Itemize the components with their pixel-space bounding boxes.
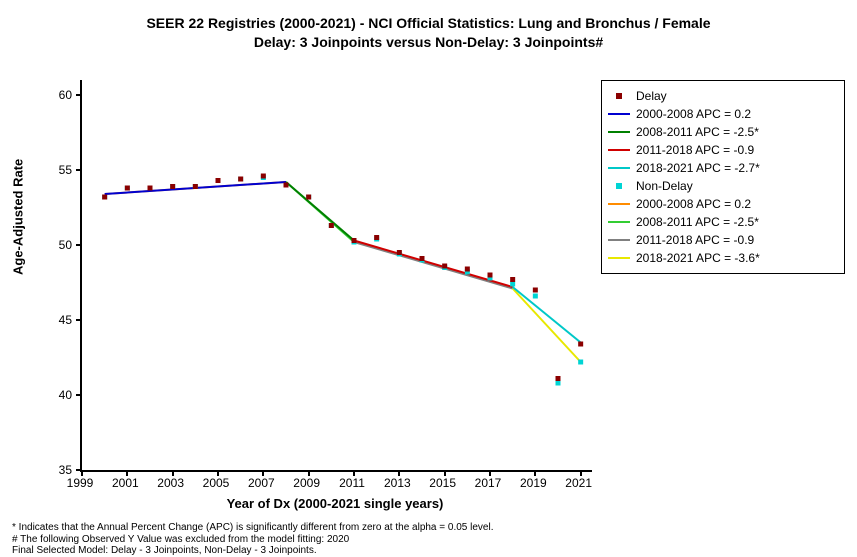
data-point — [533, 294, 538, 299]
legend-line-icon — [608, 108, 630, 120]
x-tick-label: 1999 — [67, 476, 94, 490]
trend-segment — [513, 287, 581, 343]
legend-label: 2000-2008 APC = 0.2 — [636, 197, 751, 211]
x-tick-label: 2011 — [339, 476, 365, 490]
data-point — [102, 195, 107, 200]
legend-item: 2008-2011 APC = -2.5* — [608, 123, 838, 141]
plot-svg — [82, 80, 592, 470]
legend-item: 2008-2011 APC = -2.5* — [608, 213, 838, 231]
legend-item: 2018-2021 APC = -3.6* — [608, 249, 838, 267]
footnote-line: # The following Observed Y Value was exc… — [12, 534, 493, 546]
data-point — [578, 360, 583, 365]
legend-line-icon — [608, 234, 630, 246]
footnote-line: * Indicates that the Annual Percent Chan… — [12, 522, 493, 534]
legend-item: Delay — [608, 87, 838, 105]
x-tick-label: 2009 — [293, 476, 320, 490]
y-tick-label: 50 — [22, 238, 72, 252]
trend-segment — [354, 242, 513, 289]
data-point — [374, 235, 379, 240]
footnotes: * Indicates that the Annual Percent Chan… — [12, 522, 493, 557]
legend-label: 2018-2021 APC = -2.7* — [636, 161, 760, 175]
data-point — [510, 282, 515, 287]
data-point — [578, 342, 583, 347]
data-point — [306, 195, 311, 200]
legend-label: 2008-2011 APC = -2.5* — [636, 125, 759, 139]
data-point — [193, 184, 198, 189]
footnote-line: Final Selected Model: Delay - 3 Joinpoin… — [12, 545, 493, 557]
data-point — [352, 238, 357, 243]
legend-item: 2018-2021 APC = -2.7* — [608, 159, 838, 177]
x-tick-label: 2021 — [565, 476, 592, 490]
data-point — [442, 264, 447, 269]
y-tick-label: 45 — [22, 313, 72, 327]
legend-marker-icon — [608, 90, 630, 102]
data-point — [465, 267, 470, 272]
data-point — [420, 256, 425, 261]
data-point — [261, 174, 266, 179]
legend-label: 2018-2021 APC = -3.6* — [636, 251, 760, 265]
title-line-2: Delay: 3 Joinpoints versus Non-Delay: 3 … — [254, 34, 603, 50]
legend-label: Delay — [636, 89, 667, 103]
legend-label: 2008-2011 APC = -2.5* — [636, 215, 759, 229]
legend-label: Non-Delay — [636, 179, 693, 193]
legend-line-icon — [608, 144, 630, 156]
legend-label: 2011-2018 APC = -0.9 — [636, 143, 754, 157]
data-point — [533, 288, 538, 293]
y-tick-label: 40 — [22, 388, 72, 402]
x-tick-label: 2007 — [248, 476, 275, 490]
legend-item: 2011-2018 APC = -0.9 — [608, 231, 838, 249]
x-tick-label: 2005 — [203, 476, 230, 490]
legend-item: 2011-2018 APC = -0.9 — [608, 141, 838, 159]
legend-line-icon — [608, 162, 630, 174]
legend: Delay 2000-2008 APC = 0.2 2008-2011 APC = … — [601, 80, 845, 274]
legend-line-icon — [608, 252, 630, 264]
legend-item: Non-Delay — [608, 177, 838, 195]
data-point — [329, 223, 334, 228]
legend-line-icon — [608, 216, 630, 228]
legend-line-icon — [608, 126, 630, 138]
y-tick-label: 35 — [22, 463, 72, 477]
x-axis-label: Year of Dx (2000-2021 single years) — [80, 496, 590, 511]
data-point — [488, 273, 493, 278]
plot-area — [80, 80, 592, 472]
trend-segment — [286, 182, 354, 241]
legend-marker-icon — [608, 180, 630, 192]
data-point — [125, 186, 130, 191]
data-point — [510, 277, 515, 282]
legend-label: 2011-2018 APC = -0.9 — [636, 233, 754, 247]
y-tick-label: 55 — [22, 163, 72, 177]
title-line-1: SEER 22 Registries (2000-2021) - NCI Off… — [146, 15, 710, 31]
data-point — [148, 186, 153, 191]
data-point — [556, 381, 561, 386]
data-point — [284, 183, 289, 188]
x-tick-label: 2015 — [429, 476, 456, 490]
x-tick-label: 2017 — [475, 476, 502, 490]
data-point — [216, 178, 221, 183]
legend-label: 2000-2008 APC = 0.2 — [636, 107, 751, 121]
x-tick-label: 2001 — [112, 476, 139, 490]
x-tick-label: 2019 — [520, 476, 547, 490]
y-tick-label: 60 — [22, 88, 72, 102]
trend-segment — [513, 289, 581, 363]
x-tick-label: 2013 — [384, 476, 411, 490]
chart-container: SEER 22 Registries (2000-2021) - NCI Off… — [0, 0, 857, 554]
x-tick-label: 2003 — [157, 476, 184, 490]
data-point — [397, 250, 402, 255]
data-point — [238, 177, 243, 182]
legend-line-icon — [608, 198, 630, 210]
legend-item: 2000-2008 APC = 0.2 — [608, 195, 838, 213]
chart-title: SEER 22 Registries (2000-2021) - NCI Off… — [0, 14, 857, 52]
legend-item: 2000-2008 APC = 0.2 — [608, 105, 838, 123]
data-point — [170, 184, 175, 189]
data-point — [556, 376, 561, 381]
